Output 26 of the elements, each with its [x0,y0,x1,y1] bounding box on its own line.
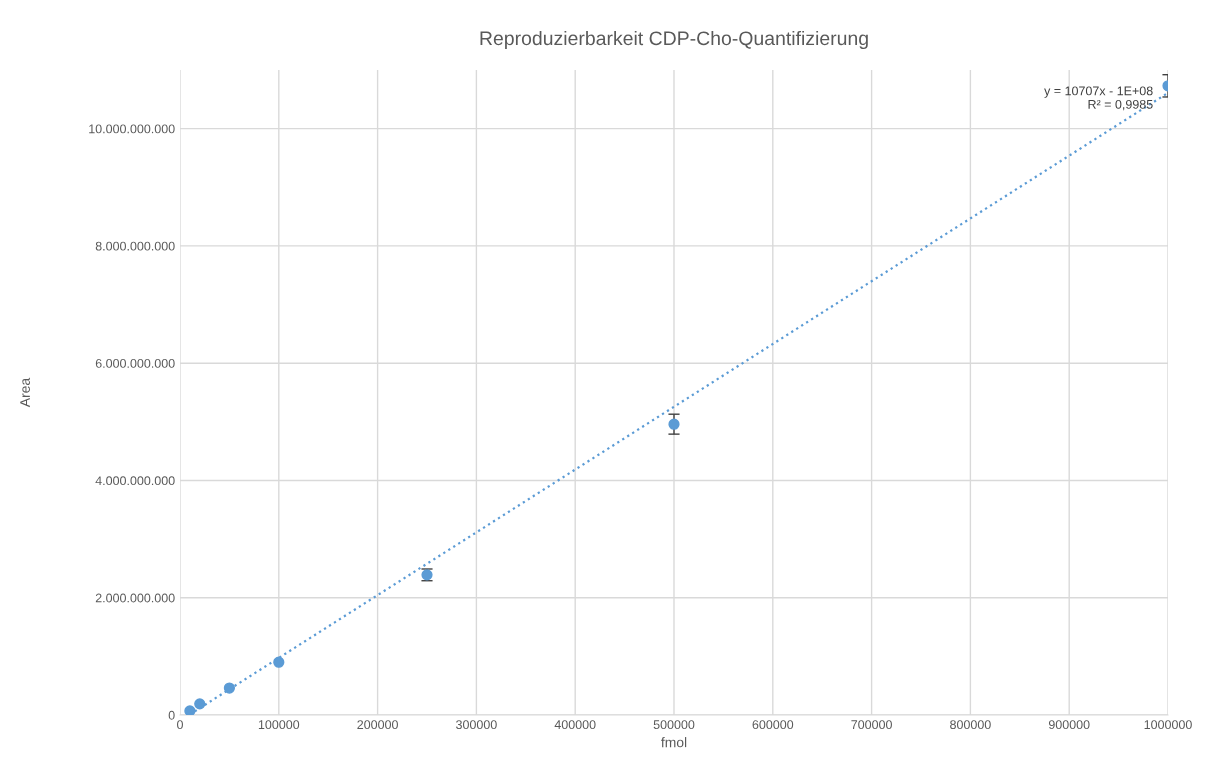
y-axis-title: Area [20,377,30,408]
x-tick-label: 600000 [752,720,794,730]
y-tick-label: 6.000.000.000 [95,358,175,368]
x-tick-label: 0 [177,720,183,730]
x-tick-label: 300000 [456,720,497,730]
x-tick-label: 700000 [851,720,892,730]
annotation: y = 10707x - 1E+08 R² = 0,9985 [1044,86,1153,111]
y-tick-label: 2.000.000.000 [95,593,175,603]
point [668,418,680,430]
x-tick-label: 200000 [357,720,398,730]
y-tick-label: 8.000.000.000 [95,241,175,251]
point [223,682,236,694]
chart-title: Reproduzierbarkeit CDP-Cho-Quantifizierung [480,30,868,50]
x-tick-label: 1000000 [1144,720,1192,730]
y-tick-label: 10.000.000.000 [89,124,175,134]
x-tick-label: 500000 [653,720,695,730]
point [194,698,206,710]
y-tick-label: 0 [168,710,175,720]
x-axis-title: fmol [661,737,687,748]
y-tick-label: 4.000.000.000 [95,476,175,486]
x-tick-label: 100000 [258,720,300,730]
x-tick-label: 800000 [950,720,991,730]
x-tick-label: 400000 [554,720,596,730]
point [184,705,196,715]
point [273,656,285,668]
x-tick-label: 900000 [1048,720,1090,730]
